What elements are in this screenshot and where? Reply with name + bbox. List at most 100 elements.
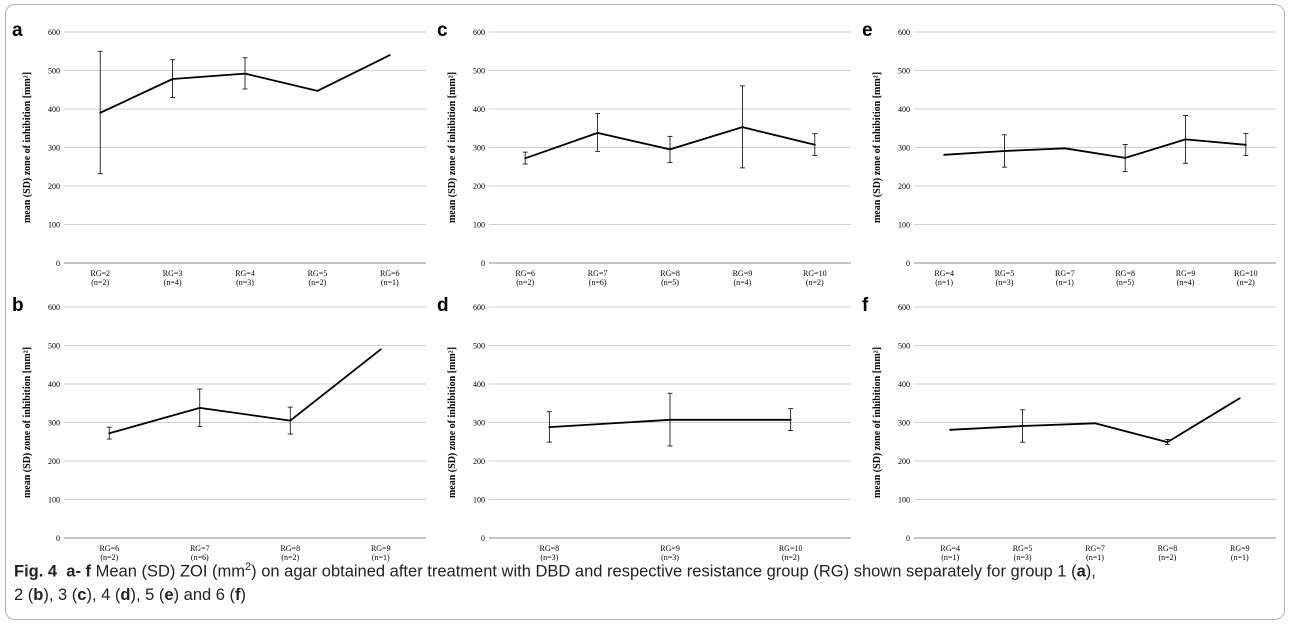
error-bar — [1164, 439, 1170, 445]
y-tick-label: 100 — [48, 496, 60, 505]
y-tick-label: 0 — [56, 534, 60, 543]
x-tick-sublabel: (n=4) — [1177, 278, 1195, 287]
x-tick-label: RG=5 — [308, 269, 328, 278]
y-tick-label: 600 — [898, 303, 910, 312]
x-tick-label: RG=7 — [1055, 269, 1075, 278]
x-tick-label: RG=7 — [190, 544, 210, 553]
x-tick-sublabel: (n=3) — [1014, 553, 1032, 562]
error-bar — [1243, 133, 1249, 156]
x-tick-label: RG=5 — [995, 269, 1015, 278]
error-bar — [1002, 134, 1007, 168]
y-tick-label: 300 — [48, 144, 60, 153]
x-tick-sublabel: (n=2) — [1237, 278, 1255, 287]
caption-text: 2 ( — [14, 585, 34, 604]
x-tick-sublabel: (n=1) — [935, 278, 953, 287]
x-tick-sublabel: (n=1) — [372, 553, 390, 562]
caption-text: Mean (SD) ZOI (mm — [95, 562, 246, 581]
x-tick-label: RG=8 — [540, 544, 560, 553]
x-tick-label: RG=10 — [803, 269, 827, 278]
y-tick-label: 0 — [56, 259, 60, 268]
figure-frame — [5, 4, 1285, 620]
x-tick-label: RG=9 — [1176, 269, 1196, 278]
x-tick-label: RG=10 — [1234, 269, 1258, 278]
chart-svg: f 0 100 200 300 400 500 600 mean (SD) zone of in… — [862, 295, 1276, 562]
x-tick-sublabel: (n=3) — [236, 278, 254, 287]
series-line — [944, 138, 1246, 159]
error-bar — [287, 406, 293, 435]
y-tick-label: 400 — [473, 380, 485, 389]
chart-svg: d 0 100 200 300 400 500 600 mean (SD) zone of in… — [437, 295, 851, 562]
error-bar — [170, 59, 176, 98]
y-tick-label: 600 — [898, 28, 910, 37]
x-tick-sublabel: (n=1) — [1056, 278, 1074, 287]
y-tick-label: 400 — [48, 380, 60, 389]
y-axis-title: mean (SD) zone of inhibition [mm²] — [872, 347, 883, 498]
y-tick-label: 500 — [473, 67, 485, 76]
x-tick-sublabel: (n=2) — [91, 278, 109, 287]
caption-panel-ref: a — [1076, 562, 1086, 581]
y-axis-title: mean (SD) zone of inhibition [mm²] — [22, 347, 33, 498]
figure-caption: Fig. 4 a- f Mean (SD) ZOI (mm2) on agar … — [14, 556, 1276, 607]
panel-label: f — [862, 295, 869, 316]
x-tick-label: RG=4 — [940, 544, 960, 553]
y-tick-label: 600 — [473, 28, 485, 37]
error-bar — [97, 50, 103, 175]
y-tick-label: 500 — [48, 67, 60, 76]
error-bar — [1020, 409, 1026, 443]
x-tick-sublabel: (n=6) — [191, 553, 209, 562]
x-tick-sublabel: (n=4) — [164, 278, 182, 287]
x-tick-sublabel: (n=3) — [661, 553, 679, 562]
data-point — [943, 153, 946, 156]
x-tick-label: RG=9 — [371, 544, 391, 553]
caption-panel-ref: f — [235, 585, 241, 604]
chart-svg: a 0 100 200 300 400 500 600 mean (SD) zone of in… — [12, 20, 426, 287]
x-tick-label: RG=9 — [660, 544, 680, 553]
y-tick-label: 200 — [898, 182, 910, 191]
series-line — [109, 348, 382, 435]
y-tick-label: 500 — [48, 342, 60, 351]
x-tick-label: RG=2 — [90, 269, 110, 278]
y-tick-label: 300 — [898, 144, 910, 153]
data-point — [1063, 147, 1066, 150]
x-tick-sublabel: (n=5) — [1116, 278, 1134, 287]
y-tick-label: 100 — [898, 221, 910, 230]
x-tick-label: RG=6 — [99, 544, 119, 553]
x-tick-label: RG=8 — [280, 544, 300, 553]
x-tick-label: RG=5 — [1013, 544, 1033, 553]
x-tick-sublabel: (n=2) — [100, 553, 118, 562]
caption-text: ) on agar obtained after treatment with … — [251, 562, 1077, 581]
error-bar — [667, 392, 673, 447]
y-tick-label: 0 — [906, 259, 910, 268]
y-tick-label: 100 — [473, 221, 485, 230]
x-tick-label: RG=9 — [733, 269, 753, 278]
y-tick-label: 600 — [48, 28, 60, 37]
y-tick-label: 600 — [473, 303, 485, 312]
caption-text: ), 5 ( — [130, 585, 165, 604]
chart-svg: e 0 100 200 300 400 500 600 mean (SD) zone of in… — [862, 20, 1276, 287]
x-tick-label: RG=4 — [235, 269, 255, 278]
caption-text: ), — [1085, 562, 1096, 581]
panel-label: b — [12, 295, 24, 316]
y-tick-label: 300 — [48, 419, 60, 428]
y-tick-label: 300 — [473, 419, 485, 428]
chart-svg: c 0 100 200 300 400 500 600 mean (SD) zone of in… — [437, 20, 851, 287]
panel-label: a — [12, 20, 23, 41]
data-point — [949, 428, 952, 431]
caption-panel-ref: d — [120, 585, 131, 604]
panel-f: f 0 100 200 300 400 500 600 mean (SD) zone of in… — [858, 291, 1288, 567]
x-tick-label: RG=3 — [163, 269, 183, 278]
x-tick-sublabel: (n=3) — [996, 278, 1014, 287]
error-bar — [667, 135, 673, 163]
error-bar — [546, 411, 552, 443]
panel-label: e — [862, 20, 873, 41]
y-axis-title: mean (SD) zone of inhibition [mm²] — [22, 72, 33, 223]
series-line — [950, 397, 1241, 444]
caption-panel-ref: b — [33, 585, 44, 604]
y-tick-label: 0 — [481, 534, 485, 543]
x-tick-label: RG=8 — [1115, 269, 1135, 278]
y-tick-label: 100 — [473, 496, 485, 505]
x-tick-sublabel: (n=2) — [1158, 553, 1176, 562]
panel-e: e 0 100 200 300 400 500 600 mean (SD) zone of in… — [858, 16, 1288, 292]
y-tick-label: 500 — [898, 67, 910, 76]
caption-panel-ref: c — [77, 585, 87, 604]
